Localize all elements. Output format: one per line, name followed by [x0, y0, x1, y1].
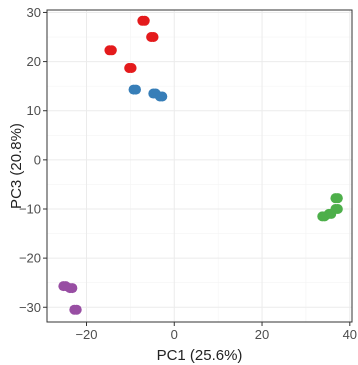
x-axis-title: PC1 (25.6%)	[157, 347, 243, 364]
x-tick-label: 40	[343, 327, 357, 342]
data-point-replicate	[126, 62, 137, 73]
data-point-replicate	[148, 32, 159, 43]
data-point-replicate	[106, 45, 117, 56]
y-tick-label: 30	[27, 5, 41, 20]
y-tick-label: −20	[19, 251, 41, 266]
grid	[47, 10, 352, 322]
data-point-replicate	[71, 304, 82, 315]
x-tick-label: 20	[255, 327, 269, 342]
data-point-replicate	[130, 84, 141, 95]
axis-ticks: −20 0 20 40 −30 −20 −10 0 10 20 30	[19, 5, 357, 342]
y-tick-label: −30	[19, 300, 41, 315]
data-point-replicate	[139, 15, 150, 26]
data-point-replicate	[332, 203, 343, 214]
x-tick-label: 0	[171, 327, 178, 342]
data-points	[58, 15, 343, 315]
y-tick-label: 10	[27, 103, 41, 118]
data-point-replicate	[157, 91, 168, 102]
y-tick-label: 0	[34, 152, 41, 167]
y-axis-title: PC3 (20.8%)	[8, 123, 25, 209]
plot-panel-border	[46, 9, 353, 323]
data-point-replicate	[67, 283, 78, 294]
y-tick-label: 20	[27, 54, 41, 69]
data-point-replicate	[332, 193, 343, 204]
x-tick-label: −20	[75, 327, 97, 342]
y-tick-label: −10	[19, 201, 41, 216]
